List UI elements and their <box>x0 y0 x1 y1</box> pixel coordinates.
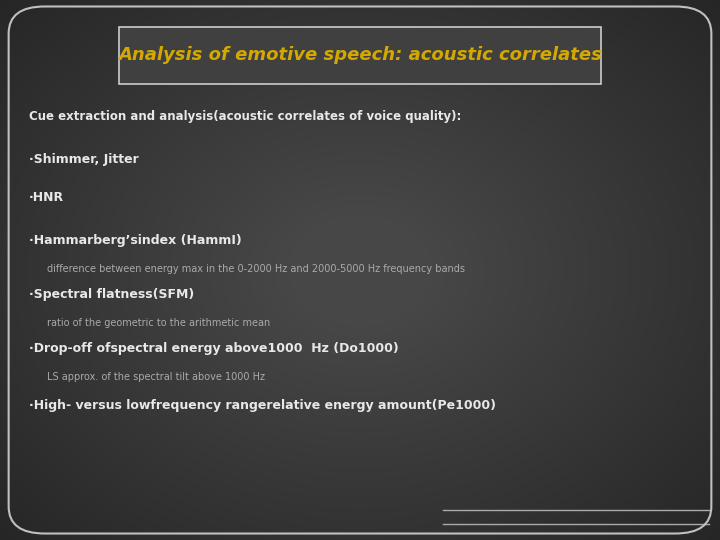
Text: ·Spectral flatness(SFM): ·Spectral flatness(SFM) <box>29 288 194 301</box>
Text: Cue extraction and analysis(acoustic correlates of voice quality):: Cue extraction and analysis(acoustic cor… <box>29 110 462 123</box>
Text: ·High- versus lowfrequency rangerelative energy amount(Pe1000): ·High- versus lowfrequency rangerelative… <box>29 399 496 411</box>
Text: ·Drop-off ofspectral energy above1000  Hz (Do1000): ·Drop-off ofspectral energy above1000 Hz… <box>29 342 399 355</box>
Text: LS approx. of the spectral tilt above 1000 Hz: LS approx. of the spectral tilt above 10… <box>47 372 265 382</box>
Bar <box>119 27 601 84</box>
Text: ·HNR: ·HNR <box>29 191 64 204</box>
Text: ·Shimmer, Jitter: ·Shimmer, Jitter <box>29 153 138 166</box>
Text: difference between energy max in the 0-2000 Hz and 2000-5000 Hz frequency bands: difference between energy max in the 0-2… <box>47 264 465 274</box>
Text: ratio of the geometric to the arithmetic mean: ratio of the geometric to the arithmetic… <box>47 318 270 328</box>
Text: ·Hammarberg’sindex (HammI): ·Hammarberg’sindex (HammI) <box>29 234 241 247</box>
Text: Analysis of emotive speech: acoustic correlates: Analysis of emotive speech: acoustic cor… <box>118 46 602 64</box>
